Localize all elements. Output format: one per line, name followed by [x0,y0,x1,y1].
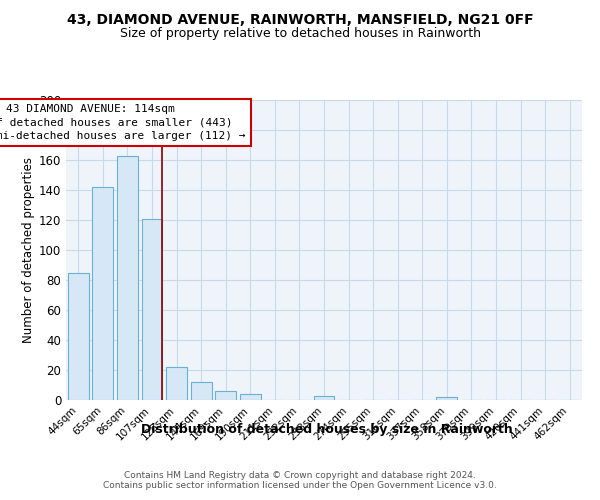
Bar [92,187,113,400]
Bar [142,218,163,400]
Bar [117,156,138,400]
Bar [166,367,187,400]
Text: 43 DIAMOND AVENUE: 114sqm
← 80% of detached houses are smaller (443)
20% of semi: 43 DIAMOND AVENUE: 114sqm ← 80% of detac… [0,104,246,141]
Bar [240,394,261,400]
Bar [314,396,334,400]
Bar [191,382,212,400]
Bar [215,391,236,400]
Text: Contains HM Land Registry data © Crown copyright and database right 2024.: Contains HM Land Registry data © Crown c… [124,471,476,480]
Y-axis label: Number of detached properties: Number of detached properties [22,157,35,343]
Bar [436,397,457,400]
Text: Size of property relative to detached houses in Rainworth: Size of property relative to detached ho… [119,28,481,40]
Text: Contains public sector information licensed under the Open Government Licence v3: Contains public sector information licen… [103,481,497,490]
Bar [68,272,89,400]
Text: 43, DIAMOND AVENUE, RAINWORTH, MANSFIELD, NG21 0FF: 43, DIAMOND AVENUE, RAINWORTH, MANSFIELD… [67,12,533,26]
Text: Distribution of detached houses by size in Rainworth: Distribution of detached houses by size … [141,422,513,436]
